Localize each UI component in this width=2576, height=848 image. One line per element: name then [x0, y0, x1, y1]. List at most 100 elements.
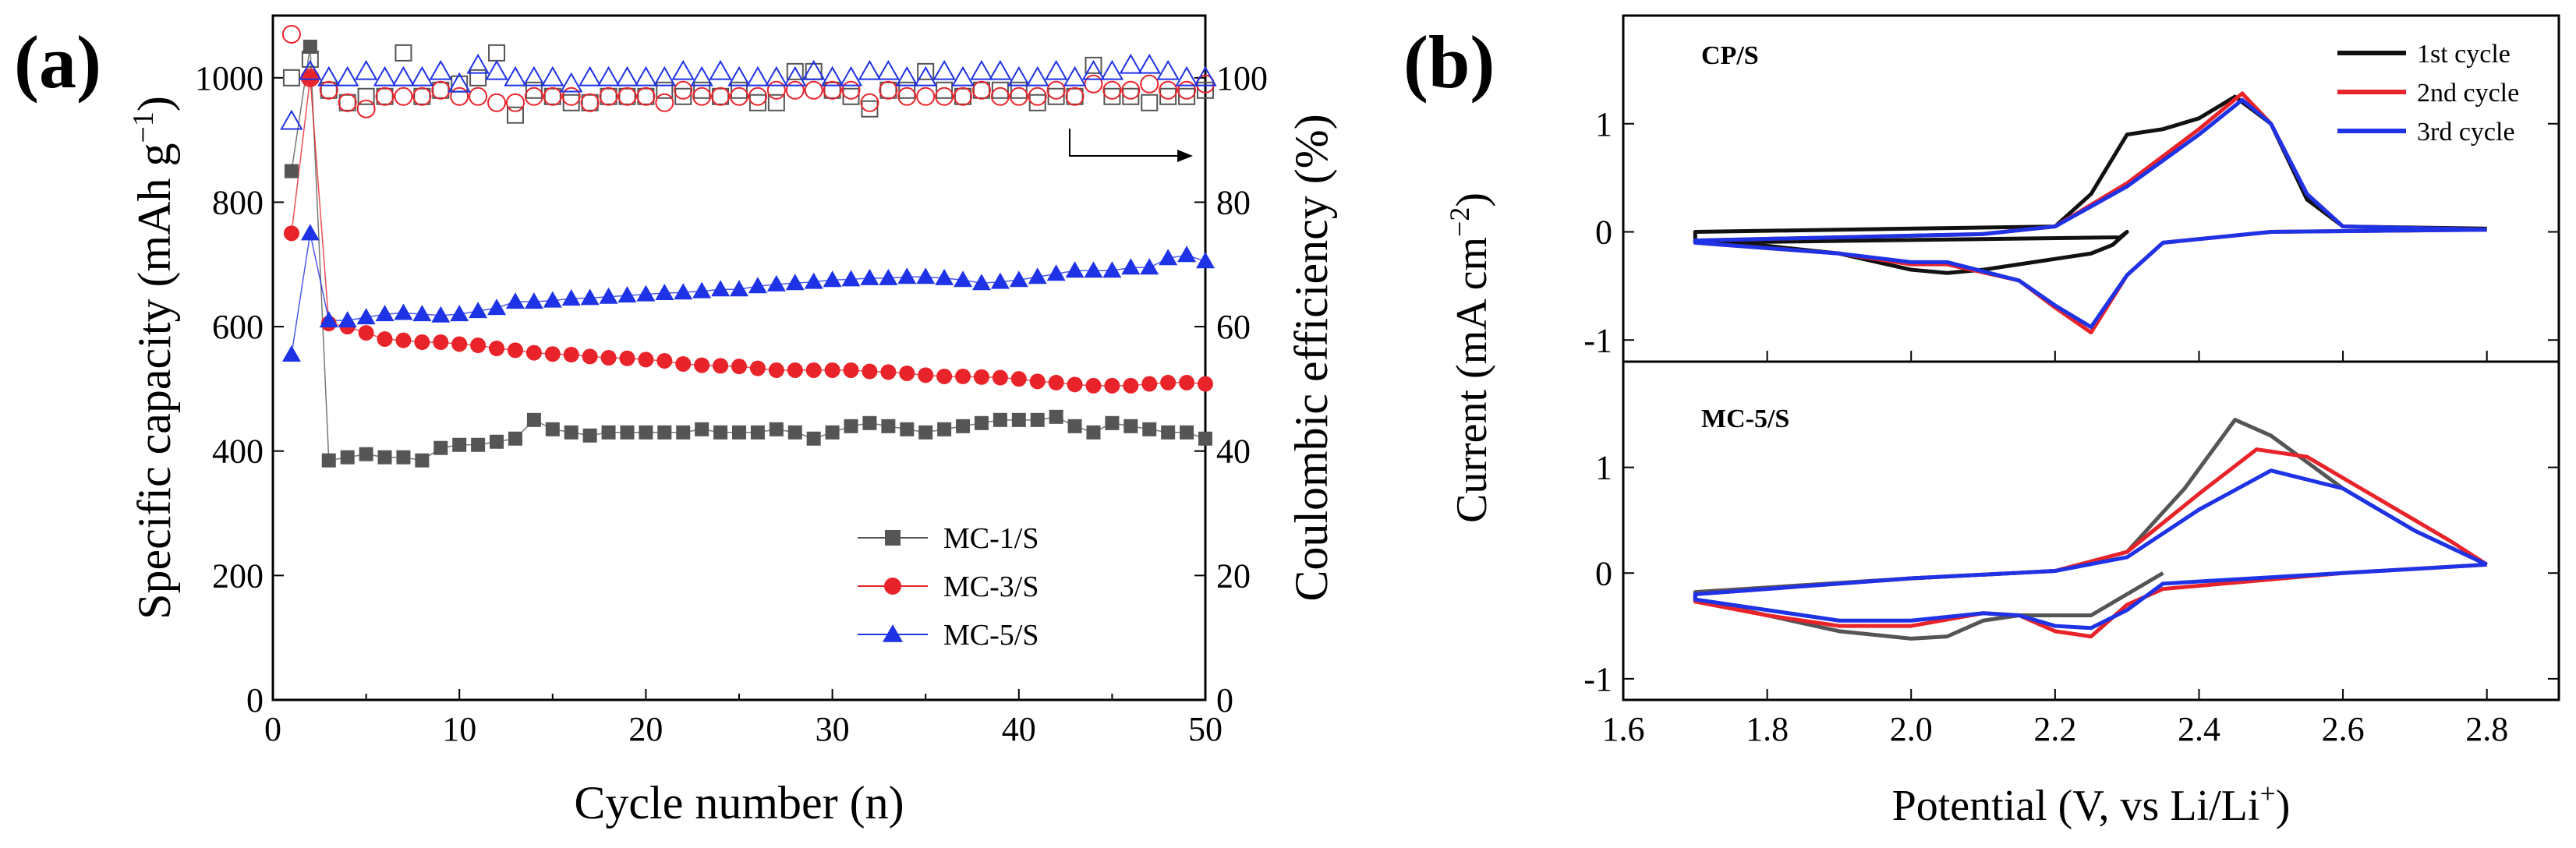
capacity-point: [620, 425, 635, 440]
efficiency-point: [1121, 80, 1141, 100]
efficiency-arrow-head: [1177, 150, 1193, 162]
capacity-point: [356, 308, 376, 325]
capacity-point: [973, 369, 989, 385]
efficiency-point: [1178, 87, 1196, 105]
capacity-point: [580, 288, 600, 306]
efficiency-point: [932, 59, 956, 80]
legend-label: 1st cycle: [2417, 40, 2511, 69]
capacity-point: [675, 355, 692, 372]
y-tick-label: -1: [1583, 321, 1612, 359]
capacity-point: [1179, 374, 1195, 390]
panel-b-y-label-sup: −2: [1444, 207, 1475, 237]
efficiency-point: [580, 93, 600, 112]
efficiency-point: [860, 93, 879, 112]
cp-s-label: CP/S: [1701, 41, 1759, 70]
y-left-tick-label: 200: [212, 556, 264, 595]
panel-a-markers: [280, 24, 1217, 468]
capacity-point: [507, 342, 523, 359]
capacity-point: [730, 280, 748, 297]
efficiency-point: [543, 87, 562, 106]
efficiency-point: [413, 87, 431, 105]
efficiency-point: [541, 65, 564, 87]
capacity-point: [990, 272, 1010, 289]
capacity-point: [359, 447, 373, 461]
x-tick-label: 40: [1002, 710, 1036, 748]
capacity-point: [283, 225, 299, 242]
capacity-point: [303, 39, 317, 54]
capacity-point: [935, 268, 954, 285]
capacity-point: [899, 365, 915, 381]
capacity-point: [805, 362, 822, 378]
panel-a: (a) 0 10 20 30 40 50 0 200 400 600 800 1000 0 20 40 6…: [14, 14, 1337, 829]
capacity-point: [993, 412, 1007, 427]
efficiency-point: [951, 65, 975, 87]
efficiency-arrow: [1069, 129, 1193, 162]
efficiency-point: [338, 93, 357, 112]
capacity-point: [881, 419, 896, 433]
capacity-point: [655, 283, 674, 300]
capacity-point: [841, 270, 861, 287]
efficiency-point: [674, 80, 693, 100]
capacity-point: [766, 274, 786, 292]
efficiency-point: [1138, 53, 1161, 74]
capacity-point: [1009, 270, 1028, 288]
efficiency-point: [448, 72, 471, 93]
capacity-point: [543, 291, 562, 308]
efficiency-point: [898, 81, 916, 99]
panel-b-x-label-main: Potential (V, vs Li/Li: [1892, 782, 2260, 830]
efficiency-point: [1010, 81, 1028, 99]
efficiency-point: [599, 87, 618, 106]
capacity-point: [880, 364, 897, 380]
capacity-point: [1141, 376, 1158, 392]
efficiency-point: [319, 80, 338, 100]
efficiency-point: [839, 65, 863, 87]
efficiency-point: [469, 69, 487, 87]
panel-a-y-left-label-end: ): [129, 96, 180, 111]
capacity-point: [787, 425, 802, 440]
y-tick-label: 1: [1595, 449, 1612, 487]
capacity-point: [412, 305, 432, 322]
efficiency-point: [637, 87, 655, 105]
efficiency-point: [524, 87, 543, 106]
x-tick-label: 2.4: [2178, 710, 2220, 748]
efficiency-point: [1007, 65, 1031, 87]
panel-a-x-label: Cycle number (n): [574, 777, 904, 829]
y-left-tick-label: 600: [212, 308, 264, 346]
y-tick-label: 1: [1595, 105, 1612, 143]
efficiency-point: [375, 87, 395, 106]
capacity-point: [302, 69, 318, 86]
capacity-point: [1104, 377, 1120, 394]
capacity-point: [1010, 371, 1027, 387]
efficiency-point: [746, 65, 770, 87]
capacity-point: [916, 267, 936, 284]
capacity-point: [657, 425, 672, 440]
capacity-point: [489, 341, 505, 357]
efficiency-point: [990, 87, 1010, 106]
capacity-point: [1123, 377, 1139, 394]
capacity-point: [1160, 374, 1177, 390]
capacity-point: [599, 287, 618, 304]
x-tick-label: 2.6: [2322, 710, 2365, 748]
y-left-tick-label: 800: [212, 183, 264, 221]
efficiency-point: [431, 80, 451, 100]
efficiency-point: [1102, 80, 1122, 100]
cv-curve: [1693, 97, 2487, 330]
capacity-point: [1161, 425, 1176, 440]
y-right-tick-label: 20: [1216, 556, 1251, 595]
efficiency-point: [543, 87, 561, 105]
capacity-point: [1196, 252, 1215, 269]
efficiency-point: [432, 81, 450, 99]
y-tick-label: 0: [1595, 214, 1612, 252]
efficiency-point: [895, 65, 919, 87]
efficiency-point: [1028, 94, 1046, 111]
efficiency-point: [730, 87, 748, 106]
panel-a-y-left-label-sup: −1: [127, 111, 160, 143]
capacity-point: [1180, 425, 1194, 440]
efficiency-point: [338, 94, 356, 111]
legend-marker: [885, 530, 901, 546]
efficiency-point: [559, 72, 583, 93]
capacity-point: [377, 331, 393, 348]
efficiency-point: [876, 59, 901, 80]
panel-b-x-ticks: 1.6 1.8 2.0 2.2 2.4 2.6 2.8: [1602, 351, 2508, 748]
